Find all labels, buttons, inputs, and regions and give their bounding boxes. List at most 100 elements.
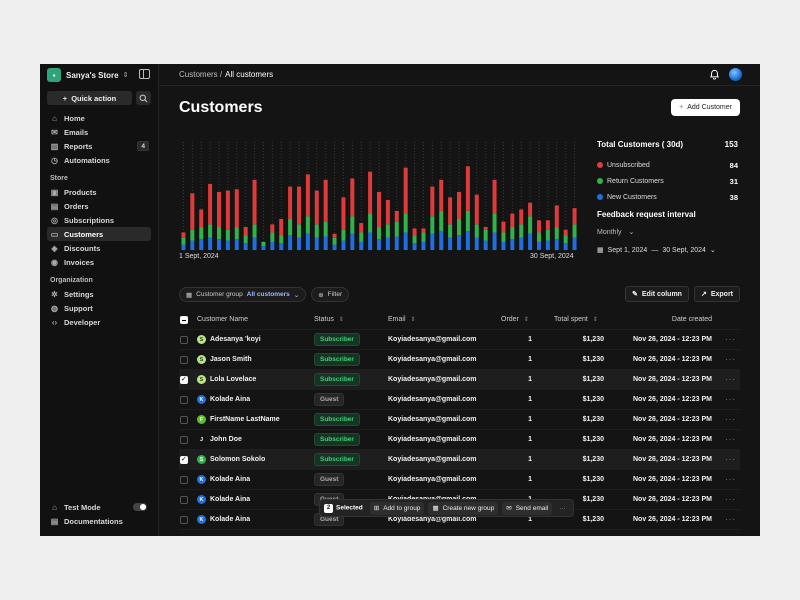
chart-bar-return-customers: [217, 227, 221, 240]
documentations-item[interactable]: ▤ Documentations: [47, 514, 151, 528]
book-icon: ▤: [50, 516, 59, 526]
row-checkbox[interactable]: [180, 355, 188, 364]
row-checkbox[interactable]: [180, 335, 188, 344]
date-created-cell: Nov 26, 2024 - 12:23 PM: [633, 416, 712, 423]
row-checkbox[interactable]: [180, 395, 188, 404]
sidebar-item-invoices[interactable]: ◉ Invoices: [47, 255, 151, 269]
more-icon[interactable]: ···: [725, 395, 736, 404]
total-spent-cell: $1,230: [582, 416, 604, 423]
send-email-button[interactable]: ✉ Send email: [502, 501, 553, 515]
table-row[interactable]: S Solomon Sokolo Subscriber Koyiadesanya@gm…: [179, 450, 740, 470]
order-cell: 1: [528, 436, 532, 443]
header-customer-name[interactable]: Customer Name: [197, 316, 248, 323]
row-checkbox[interactable]: [180, 475, 188, 484]
more-icon[interactable]: ···: [725, 415, 736, 424]
test-mode-item[interactable]: ⌂ Test Mode: [47, 500, 151, 514]
select-all-checkbox[interactable]: [180, 315, 188, 324]
create-new-group-button[interactable]: ▦ Create new group: [428, 501, 499, 515]
customer-group-select[interactable]: ▦ Customer group All customers ⌄: [179, 287, 307, 302]
header-order[interactable]: Order ⇕: [501, 316, 529, 323]
customer-name[interactable]: Solomon Sokolo: [210, 456, 266, 463]
more-icon[interactable]: ···: [725, 495, 736, 504]
add-customer-button[interactable]: + Add Customer: [671, 99, 740, 116]
sidebar-item-discounts[interactable]: ◈ Discounts: [47, 241, 151, 255]
customer-name[interactable]: Jason Smith: [210, 356, 252, 363]
chart-bar-unsubscribed: [314, 190, 319, 225]
customer-name-cell: S Lola Lovelace: [197, 375, 256, 384]
header-total-spent[interactable]: Total spent ⇕: [554, 316, 598, 323]
table-row[interactable]: S Lola Lovelace Subscriber Koyiadesanya@gma…: [179, 370, 740, 390]
status-badge: Subscriber: [314, 353, 360, 366]
more-icon[interactable]: ···: [559, 504, 566, 512]
search-icon: [139, 94, 148, 102]
table-row[interactable]: S Adesanya 'koyi Subscriber Koyiadesanya@gm…: [179, 330, 740, 350]
row-checkbox[interactable]: [180, 415, 188, 424]
chart-bar-new-customers: [199, 239, 204, 250]
stat-row: Return Customers 31: [597, 173, 738, 189]
test-mode-toggle[interactable]: [133, 503, 147, 511]
more-icon[interactable]: ···: [725, 515, 736, 524]
sidebar-item-label: Automations: [64, 155, 110, 165]
sidebar-item-reports[interactable]: ▥ Reports 4: [47, 139, 151, 153]
row-checkbox[interactable]: [180, 515, 188, 524]
sidebar-item-customers[interactable]: ▭ Customers: [47, 227, 151, 241]
header-status[interactable]: Status ⇕: [314, 316, 344, 323]
edit-column-button[interactable]: ✎ Edit column: [625, 286, 689, 302]
customer-name[interactable]: Lola Lovelace: [210, 376, 257, 383]
status-badge: Subscriber: [314, 453, 360, 466]
customer-name[interactable]: FirstName LastName: [210, 416, 280, 423]
header-date-created[interactable]: Date created: [671, 316, 712, 323]
grid-icon: ▦: [432, 505, 439, 512]
table-row[interactable]: S Jason Smith Subscriber Koyiadesanya@gmail…: [179, 350, 740, 370]
more-icon[interactable]: ···: [725, 355, 736, 364]
sidebar-item-support[interactable]: ◍ Support: [47, 301, 151, 315]
chart-bar-unsubscribed: [439, 179, 444, 211]
quick-action-button[interactable]: + Quick action: [47, 91, 132, 105]
bell-icon[interactable]: [709, 69, 720, 80]
search-button[interactable]: [136, 91, 151, 105]
sidebar-item-home[interactable]: ⌂ Home: [47, 111, 151, 125]
customer-name[interactable]: Adesanya 'koyi: [210, 336, 261, 343]
header-email[interactable]: Email ⇕: [388, 316, 416, 323]
sidebar-toggle-icon[interactable]: [139, 69, 150, 79]
more-icon[interactable]: ···: [725, 375, 736, 384]
row-checkbox[interactable]: [180, 375, 188, 384]
breadcrumb-parent[interactable]: Customers /: [179, 70, 223, 79]
email-cell: Koyiadesanya@gmail.com: [388, 456, 477, 463]
user-avatar[interactable]: [729, 68, 742, 81]
sidebar-item-developer[interactable]: ‹› Developer: [47, 315, 151, 329]
customer-name[interactable]: John Doe: [210, 436, 242, 443]
customer-name[interactable]: Kolade Aina: [210, 396, 251, 403]
more-icon[interactable]: ···: [725, 455, 736, 464]
chart-bar-new-customers: [279, 243, 284, 250]
date-range-picker[interactable]: ▦ Sept 1, 2024 — 30 Sept, 2024 ⌄: [597, 246, 738, 255]
chart-bar-unsubscribed: [350, 178, 355, 217]
filter-button[interactable]: ⊕ Filter: [311, 287, 350, 302]
store-switcher[interactable]: ▪ Sanya's Store ⇕: [40, 64, 158, 86]
interval-select[interactable]: Monthly ⌄: [597, 228, 738, 236]
sidebar-item-settings[interactable]: ✲ Settings: [47, 287, 151, 301]
sidebar-item-subscriptions[interactable]: ◎ Subscriptions: [47, 213, 151, 227]
add-to-group-button[interactable]: ⊞ Add to group: [369, 501, 425, 515]
more-icon[interactable]: ···: [725, 335, 736, 344]
sidebar-item-automations[interactable]: ◷ Automations: [47, 153, 151, 167]
row-checkbox[interactable]: [180, 435, 188, 444]
sidebar-item-orders[interactable]: ▤ Orders: [47, 199, 151, 213]
more-icon[interactable]: ···: [725, 435, 736, 444]
chart-bar-new-customers: [261, 245, 266, 250]
more-icon[interactable]: ···: [725, 475, 736, 484]
export-button[interactable]: ↗ Export: [693, 286, 740, 302]
sidebar-item-products[interactable]: ▣ Products: [47, 185, 151, 199]
table-row[interactable]: J John Doe Subscriber Koyiadesanya@gmail.co…: [179, 430, 740, 450]
customer-name[interactable]: Kolade Aina: [210, 476, 251, 483]
customer-name[interactable]: Kolade Aina: [210, 496, 251, 503]
customer-name[interactable]: Kolade Aina: [210, 516, 251, 523]
table-row[interactable]: F FirstName LastName Subscriber Koyiadesany…: [179, 410, 740, 430]
row-checkbox[interactable]: [180, 455, 188, 464]
row-checkbox[interactable]: [180, 495, 188, 504]
date-created-cell: Nov 26, 2024 - 12:23 PM: [633, 436, 712, 443]
sidebar-item-emails[interactable]: ✉ Emails: [47, 125, 151, 139]
